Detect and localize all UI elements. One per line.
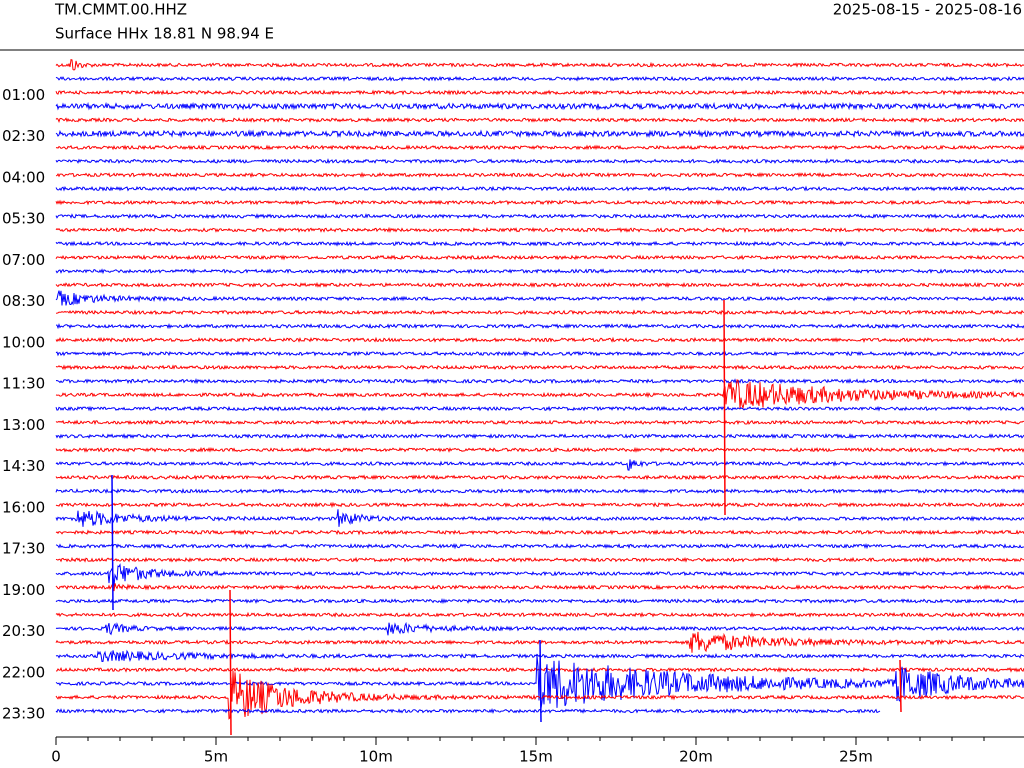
- trace: [55, 158, 1024, 165]
- trace: [55, 563, 1024, 587]
- chart-title: TM.CMMT.00.HHZ: [54, 1, 187, 19]
- trace: [55, 501, 1024, 509]
- trace: [55, 405, 1024, 412]
- trace: [55, 290, 1024, 306]
- y-tick-label: 17:30: [2, 540, 45, 558]
- y-tick-label: 11:30: [2, 375, 45, 393]
- trace: [55, 419, 1024, 426]
- y-tick-label: 02:30: [2, 127, 45, 145]
- trace: [55, 101, 1024, 111]
- trace: [55, 281, 1024, 288]
- event-spike: [539, 639, 542, 723]
- traces: [55, 58, 1024, 736]
- trace: [55, 364, 1024, 371]
- x-tick-label: 5m: [204, 748, 228, 766]
- y-tick-label: 22:00: [2, 663, 45, 681]
- y-tick-label: 23:30: [2, 705, 45, 723]
- trace: [55, 226, 1024, 234]
- trace: [55, 171, 1024, 179]
- trace: [55, 58, 1024, 71]
- trace: [55, 116, 1024, 124]
- y-tick-label: 14:30: [2, 457, 45, 475]
- trace: [55, 433, 1024, 440]
- trace: [55, 459, 1024, 471]
- x-tick-label: 15m: [519, 748, 553, 766]
- x-tick-label: 0: [51, 748, 61, 766]
- y-tick-label: 08:30: [2, 292, 45, 310]
- trace: [55, 556, 1024, 563]
- event-spike: [723, 299, 726, 516]
- x-tick-label: 25m: [839, 748, 873, 766]
- trace: [55, 350, 1024, 357]
- trace: [55, 199, 1024, 206]
- trace: [55, 379, 1024, 410]
- trace: [55, 487, 1024, 495]
- trace: [55, 309, 1024, 316]
- trace: [55, 529, 1024, 536]
- x-tick-label: 20m: [679, 748, 713, 766]
- trace: [55, 268, 1024, 275]
- y-tick-label: 07:00: [2, 251, 45, 269]
- y-tick-label: 01:00: [2, 86, 45, 104]
- trace: [55, 254, 1024, 261]
- trace: [55, 708, 881, 715]
- x-tick-label: 10m: [359, 748, 393, 766]
- trace: [55, 89, 1024, 96]
- y-tick-label: 05:30: [2, 210, 45, 228]
- event-spike: [229, 589, 232, 736]
- trace: [55, 582, 1024, 592]
- y-tick-label: 16:00: [2, 498, 45, 516]
- y-tick-label: 13:00: [2, 416, 45, 434]
- event-spike: [899, 659, 902, 713]
- trace: [55, 542, 1024, 550]
- trace: [55, 129, 1024, 139]
- trace: [56, 322, 1024, 330]
- trace: [55, 446, 1024, 453]
- trace: [55, 75, 1024, 82]
- y-tick-label: 10:00: [2, 333, 45, 351]
- trace: [55, 213, 1024, 220]
- y-tick-label: 20:30: [2, 622, 45, 640]
- trace: [55, 474, 1024, 481]
- chart-subtitle: Surface HHx 18.81 N 98.94 E: [55, 25, 274, 43]
- trace: [55, 240, 1024, 247]
- trace: [55, 377, 1024, 385]
- trace: [55, 611, 1024, 618]
- trace: [55, 509, 1024, 527]
- trace: [55, 597, 1024, 605]
- y-tick-label: 19:00: [2, 581, 45, 599]
- trace: [55, 621, 1024, 636]
- trace: [55, 185, 1024, 192]
- trace: [55, 144, 1024, 151]
- event-spike: [111, 474, 114, 611]
- date-range: 2025-08-15 - 2025-08-16: [833, 1, 1022, 19]
- y-tick-label: 04:00: [2, 168, 45, 186]
- trace: [55, 336, 1024, 343]
